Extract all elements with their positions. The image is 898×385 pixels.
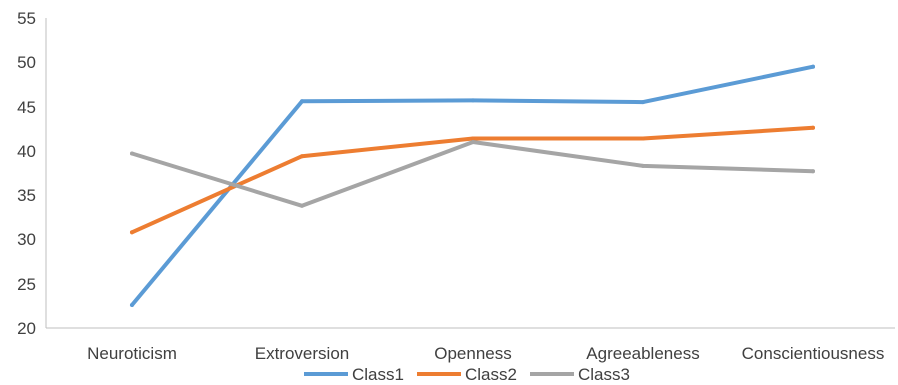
data-point-class2-extroversion: [300, 154, 304, 159]
y-tick-label: 20: [17, 319, 36, 338]
data-point-class1-openness: [471, 98, 475, 103]
data-points: [130, 64, 815, 307]
data-point-class3-extroversion: [300, 203, 304, 208]
data-point-class1-neuroticism: [130, 303, 134, 307]
y-tick-label: 50: [17, 53, 36, 72]
x-tick-label-extroversion: Extroversion: [255, 344, 349, 363]
x-tick-label-neuroticism: Neuroticism: [87, 344, 177, 363]
data-point-class1-conscientiousness: [811, 64, 815, 69]
data-point-class3-agreeableness: [641, 163, 645, 168]
data-point-class1-extroversion: [300, 99, 304, 104]
x-tick-label-openness: Openness: [434, 344, 512, 363]
data-point-class3-neuroticism: [130, 151, 134, 156]
series-lines: [130, 64, 815, 307]
legend-label-class1: Class1: [352, 365, 404, 384]
y-tick-labels: 20 25 30 35 40 45 50 55: [17, 9, 36, 338]
data-point-class3-conscientiousness: [811, 169, 815, 174]
legend-label-class2: Class2: [465, 365, 517, 384]
data-point-class2-conscientiousness: [811, 125, 815, 130]
x-tick-label-agreeableness: Agreeableness: [586, 344, 699, 363]
y-tick-label: 30: [17, 230, 36, 249]
data-point-class2-openness: [471, 136, 475, 141]
y-tick-label: 55: [17, 9, 36, 28]
legend: Class1 Class2 Class3: [304, 365, 630, 384]
y-tick-label: 45: [17, 98, 36, 117]
series-line-class3: [130, 140, 815, 208]
data-point-class2-neuroticism: [130, 230, 134, 235]
legend-label-class3: Class3: [578, 365, 630, 384]
x-tick-labels: Neuroticism Extroversion Openness Agreea…: [87, 344, 884, 363]
y-tick-label: 35: [17, 186, 36, 205]
data-point-class3-openness: [471, 140, 475, 144]
x-tick-label-conscientiousness: Conscientiousness: [742, 344, 885, 363]
y-tick-label: 25: [17, 275, 36, 294]
y-tick-label: 40: [17, 142, 36, 161]
data-point-class1-agreeableness: [641, 100, 645, 105]
axes: [45, 18, 895, 329]
data-point-class2-agreeableness: [641, 136, 645, 141]
